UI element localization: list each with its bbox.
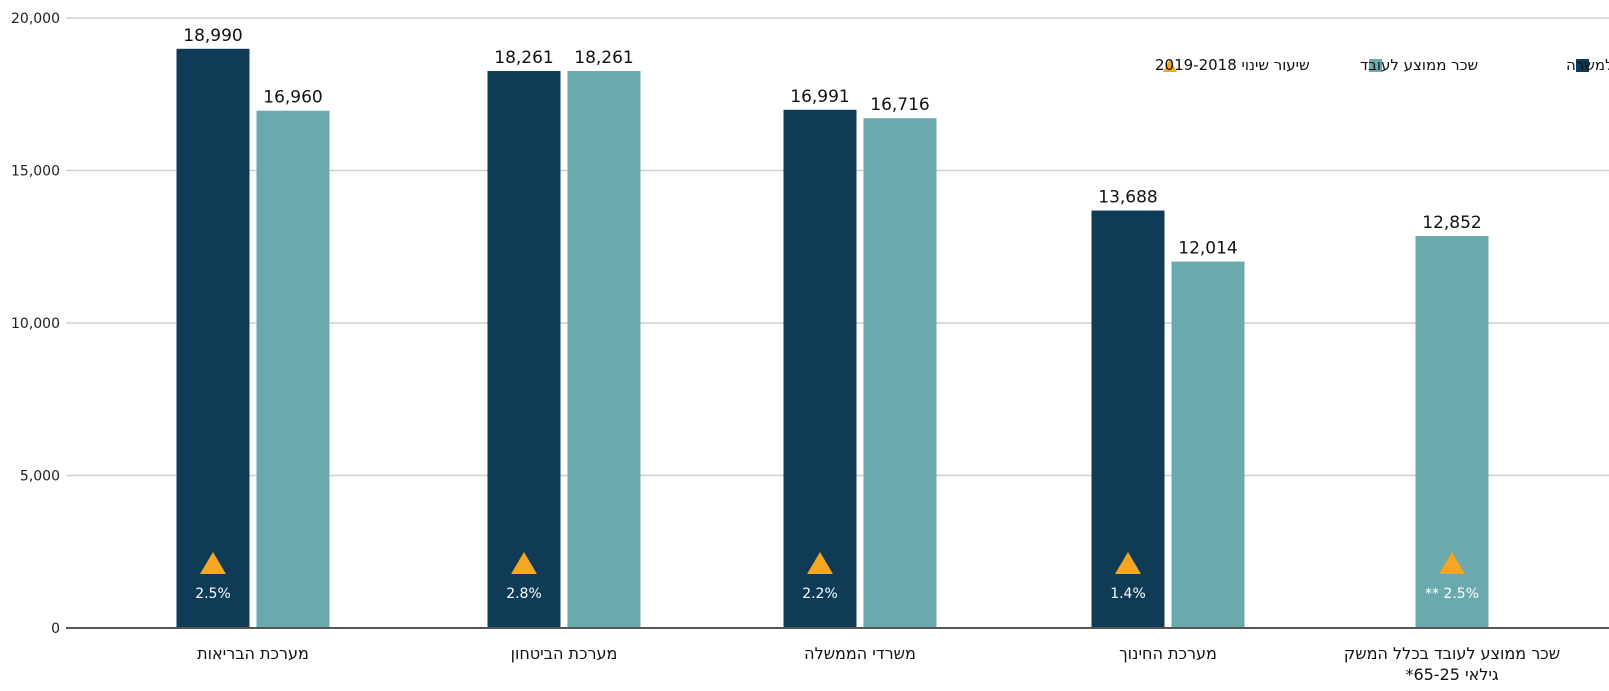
data-label-employee-avg: 12,014	[1178, 239, 1237, 259]
legend-label-employee-avg: שכר ממוצע לעובד	[1360, 56, 1478, 74]
bar-position-avg	[177, 49, 250, 628]
y-tick-label: 5,000	[20, 469, 60, 485]
y-axis-ticks: 0 5,000 10,000 15,000 20,000	[11, 11, 60, 637]
data-label-employee-avg: 12,852	[1422, 213, 1481, 233]
data-label-position-avg: 18,990	[183, 26, 242, 46]
category-labels: שכר ממוצע לעובד בכלל המשק גילאי 65-25* מער…	[197, 644, 1560, 684]
change-rate-label: 2.8%	[506, 586, 542, 602]
bars	[177, 49, 1489, 628]
y-tick-label: 15,000	[11, 164, 60, 180]
change-rate-label: 1.4%	[1110, 586, 1146, 602]
legend: ממוצע למשרה שכר ממוצע לעובד שיעור שינוי …	[1155, 56, 1609, 74]
legend-label-position-avg: ממוצע למשרה	[1566, 56, 1609, 74]
category-label: מערכת החינוך	[1119, 644, 1217, 663]
category-label-line2: גילאי 65-25*	[1405, 665, 1499, 684]
data-label-employee-avg: 16,960	[263, 88, 322, 108]
change-rate-label: 2.2%	[802, 586, 838, 602]
bar-employee-avg	[568, 71, 641, 628]
change-rate-label: 2.5%	[195, 586, 231, 602]
bar-employee-avg	[257, 111, 330, 628]
legend-label-change-rate: שיעור שינוי 2019-2018	[1155, 56, 1310, 74]
change-rate-label: ** 2.5%	[1425, 586, 1479, 602]
data-label-position-avg: 13,688	[1098, 188, 1157, 208]
category-label: מערכת הבריאות	[197, 644, 309, 663]
data-label-position-avg: 16,991	[790, 87, 849, 107]
category-label: שכר ממוצע לעובד בכלל המשק	[1344, 644, 1560, 663]
bar-employee-avg	[1172, 262, 1245, 628]
bar-employee-avg	[864, 118, 937, 628]
data-label-employee-avg: 16,716	[870, 95, 929, 115]
bar-position-avg	[784, 110, 857, 628]
category-label: מערכת הביטחון	[511, 644, 618, 663]
y-tick-label: 0	[51, 621, 60, 637]
data-label-position-avg: 18,261	[494, 48, 553, 68]
y-tick-label: 20,000	[11, 11, 60, 27]
data-label-employee-avg: 18,261	[574, 48, 633, 68]
bar-position-avg	[488, 71, 561, 628]
category-label: משרדי הממשלה	[804, 644, 916, 663]
y-tick-label: 10,000	[11, 316, 60, 332]
